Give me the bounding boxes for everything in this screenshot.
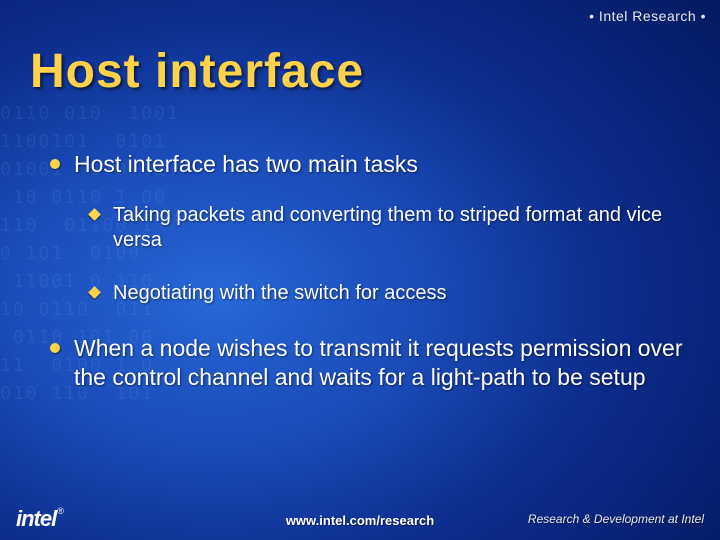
bullet-disc-icon bbox=[50, 159, 60, 169]
bullet-text: When a node wishes to transmit it reques… bbox=[74, 334, 690, 392]
intel-logo: intel® bbox=[16, 506, 63, 532]
logo-text: intel bbox=[16, 506, 56, 531]
bullet-text: Negotiating with the switch for access bbox=[113, 281, 447, 306]
registered-mark: ® bbox=[57, 506, 63, 516]
header-tag: • Intel Research • bbox=[589, 8, 706, 24]
footer-url: www.intel.com/research bbox=[286, 513, 434, 528]
bullet-disc-icon bbox=[50, 343, 60, 353]
bullet-level1: Host interface has two main tasks bbox=[50, 150, 690, 179]
bullet-level1: When a node wishes to transmit it reques… bbox=[50, 334, 690, 392]
bullet-level2: Negotiating with the switch for access bbox=[90, 281, 690, 306]
slide-content: Host interface has two main tasks Taking… bbox=[50, 150, 690, 415]
slide-footer: intel® www.intel.com/research Research &… bbox=[0, 492, 720, 540]
bullet-text: Taking packets and converting them to st… bbox=[113, 203, 690, 253]
bullet-level2: Taking packets and converting them to st… bbox=[90, 203, 690, 253]
slide-title: Host interface bbox=[30, 44, 364, 99]
bullet-diamond-icon bbox=[88, 286, 101, 299]
bullet-text: Host interface has two main tasks bbox=[74, 150, 418, 179]
bullet-diamond-icon bbox=[88, 208, 101, 221]
footer-tagline: Research & Development at Intel bbox=[528, 512, 704, 526]
